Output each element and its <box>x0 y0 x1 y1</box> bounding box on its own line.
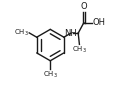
Text: CH$_3$: CH$_3$ <box>43 70 58 80</box>
Text: CH$_3$: CH$_3$ <box>72 45 87 55</box>
Text: OH: OH <box>92 18 105 27</box>
Text: NH: NH <box>65 29 77 38</box>
Text: CH$_3$: CH$_3$ <box>14 28 29 38</box>
Text: O: O <box>81 2 87 11</box>
